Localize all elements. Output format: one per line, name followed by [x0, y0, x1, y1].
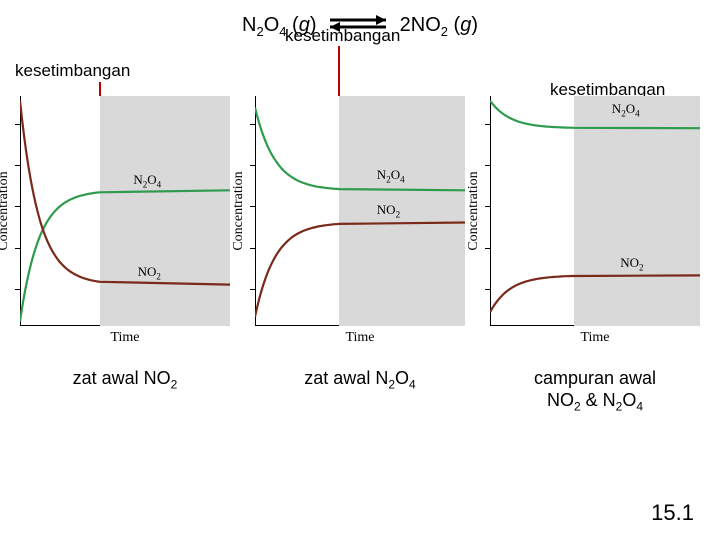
concentration-plot: N2O4NO2ConcentrationTime [490, 96, 700, 326]
y-axis-label: Concentration [466, 171, 482, 250]
panel-row: kesetimbanganN2O4NO2ConcentrationTimezat… [20, 96, 700, 326]
panel-p1: kesetimbanganN2O4NO2ConcentrationTimezat… [20, 96, 230, 326]
curve-n2o4 [490, 101, 700, 129]
panel-p2: kesetimbanganN2O4NO2ConcentrationTimezat… [255, 96, 465, 326]
curves [255, 96, 465, 326]
species-label-no2: NO2 [377, 202, 400, 220]
y-axis-label: Concentration [231, 171, 247, 250]
panel-caption: campuran awalNO2 & N2O4 [490, 368, 700, 414]
species-label-n2o4: N2O4 [133, 172, 161, 190]
species-label-n2o4: N2O4 [612, 101, 640, 119]
species-label-no2: NO2 [620, 255, 643, 273]
species-label-no2: NO2 [138, 264, 161, 282]
concentration-plot: N2O4NO2ConcentrationTime [255, 96, 465, 326]
eq-right: 2NO2 (g) [400, 14, 478, 36]
panel-caption: zat awal N2O4 [255, 368, 465, 392]
curve-n2o4 [255, 108, 465, 191]
panel-p3: kesetimbanganN2O4NO2ConcentrationTimecam… [490, 96, 700, 326]
curve-n2o4 [20, 190, 230, 321]
equilibrium-annotation: kesetimbangan [15, 61, 130, 81]
x-axis-label: Time [490, 330, 700, 346]
curves [490, 96, 700, 326]
panel-caption: zat awal NO2 [20, 368, 230, 392]
concentration-plot: N2O4NO2ConcentrationTime [20, 96, 230, 326]
curve-no2 [490, 275, 700, 312]
equilibrium-annotation: kesetimbangan [285, 26, 400, 46]
x-axis-label: Time [20, 330, 230, 346]
curve-no2 [255, 223, 465, 317]
species-label-n2o4: N2O4 [377, 167, 405, 185]
x-axis-label: Time [255, 330, 465, 346]
page-number: 15.1 [651, 500, 694, 526]
curves [20, 96, 230, 326]
y-axis-label: Concentration [0, 171, 12, 250]
